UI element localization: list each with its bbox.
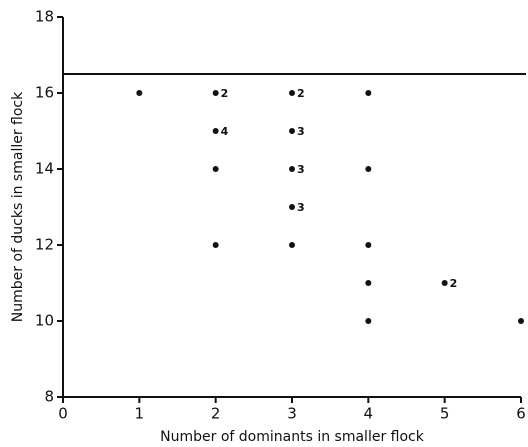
point [365, 166, 372, 172]
y-tick-label: 18 [35, 8, 54, 26]
point-label: 4 [221, 125, 229, 138]
x-tick-label: 6 [516, 405, 526, 423]
point-label: 3 [297, 163, 305, 176]
point-label: 2 [221, 87, 229, 100]
point-label: 2 [450, 277, 458, 290]
point [136, 90, 143, 96]
point [365, 280, 372, 286]
y-tick-label: 12 [35, 236, 54, 254]
point [212, 166, 219, 172]
x-tick-label: 5 [440, 405, 450, 423]
y-axis-label: Number of ducks in smaller flock [10, 91, 26, 322]
point [212, 242, 219, 248]
x-tick-label: 3 [287, 405, 297, 423]
point-label: 3 [297, 125, 305, 138]
point [441, 280, 448, 286]
point [212, 90, 219, 96]
point [365, 242, 372, 248]
y-tick-label: 8 [44, 388, 54, 406]
x-tick-label: 0 [58, 405, 68, 423]
point-label: 2 [297, 87, 305, 100]
x-tick-label: 2 [211, 405, 221, 423]
point [365, 318, 372, 324]
y-tick-label: 16 [35, 84, 54, 102]
point [365, 90, 372, 96]
point [289, 204, 295, 210]
x-axis-label: Number of dominants in smaller flock [160, 429, 425, 445]
y-tick-label: 14 [35, 160, 54, 178]
point [212, 128, 219, 134]
point [289, 90, 295, 96]
point [518, 318, 524, 324]
x-tick-label: 4 [364, 405, 374, 423]
point [289, 128, 295, 134]
x-tick-label: 1 [135, 405, 145, 423]
point [289, 242, 295, 248]
point-label: 3 [297, 201, 305, 214]
point [289, 166, 295, 172]
y-tick-label: 10 [35, 312, 54, 330]
